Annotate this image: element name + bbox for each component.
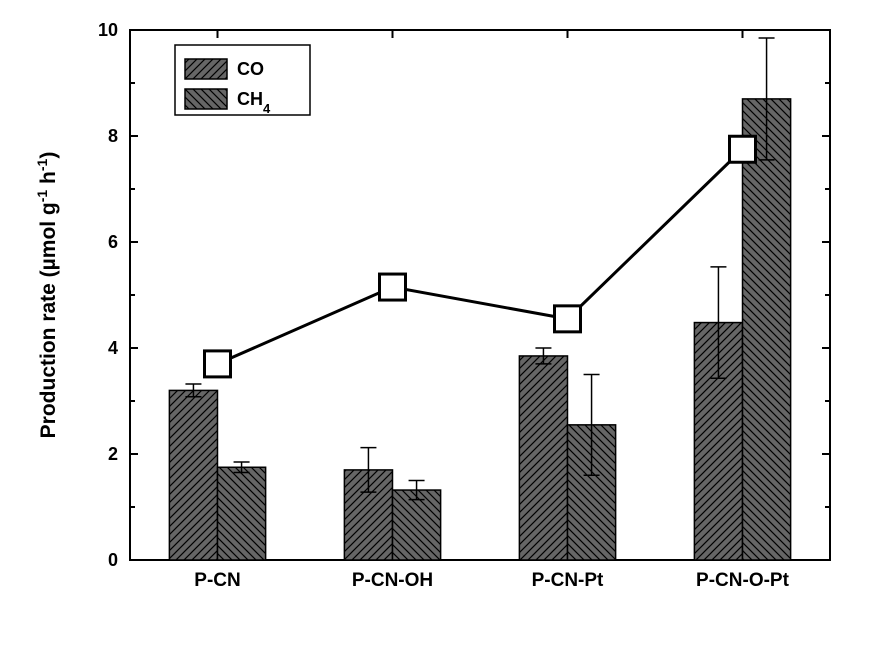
ytick-label: 8	[108, 126, 118, 146]
line-marker	[555, 306, 581, 332]
legend-label: CO	[237, 59, 264, 79]
ytick-label: 2	[108, 444, 118, 464]
y-axis-label: Production rate (µmol g-1 h-1)	[34, 152, 60, 439]
ytick-label: 10	[98, 20, 118, 40]
line-series	[218, 149, 743, 364]
ytick-label: 0	[108, 550, 118, 570]
bar-CO	[169, 390, 217, 560]
line-marker	[380, 274, 406, 300]
category-label: P-CN-OH	[352, 570, 433, 591]
bar-CH4	[743, 99, 791, 560]
bar-CO	[519, 356, 567, 560]
ytick-label: 6	[108, 232, 118, 252]
category-label: P-CN	[194, 570, 240, 591]
chart-container: 0 2 4 6 8 10 P-CN P-CN-OH P-CN-Pt P-CN-O-Pt Produc…	[0, 0, 878, 652]
chart-svg: 0 2 4 6 8 10 P-CN P-CN-OH P-CN-Pt P-CN-O-Pt Produc…	[0, 0, 878, 652]
legend-swatch	[185, 59, 227, 79]
ytick-label: 4	[108, 338, 118, 358]
bar-CH4	[393, 490, 441, 560]
line-marker	[730, 136, 756, 162]
category-label: P-CN-Pt	[532, 570, 604, 591]
legend-swatch	[185, 89, 227, 109]
category-label: P-CN-O-Pt	[696, 570, 790, 591]
bar-CH4	[218, 467, 266, 560]
line-marker	[205, 351, 231, 377]
